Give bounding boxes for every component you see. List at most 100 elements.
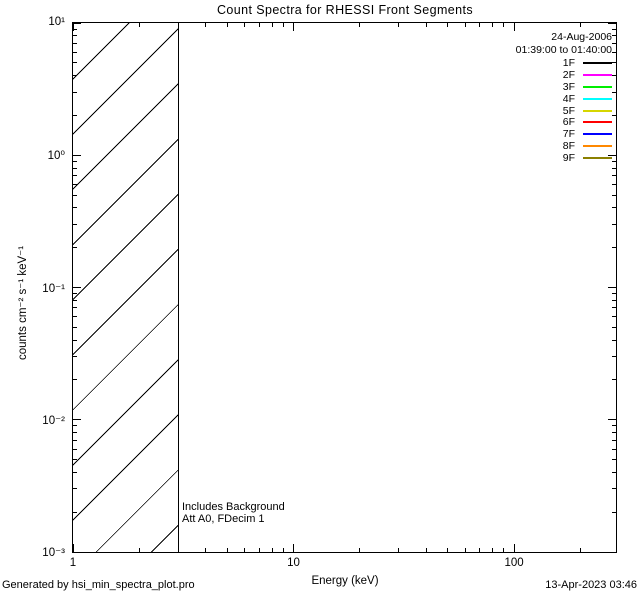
x-minor-tick [244, 23, 246, 27]
y-minor-tick [612, 339, 616, 341]
y-major-tick [608, 419, 616, 421]
y-tick-label: 10⁻¹ [42, 282, 65, 295]
y-minor-tick [73, 356, 77, 358]
y-tick-label: 10⁻² [42, 414, 65, 427]
x-minor-tick [138, 23, 140, 27]
y-minor-tick [612, 114, 616, 116]
y-major-tick [608, 22, 616, 24]
y-minor-tick [73, 167, 77, 169]
x-minor-tick [226, 23, 228, 27]
y-minor-tick [73, 194, 77, 196]
legend-row: 2F [516, 69, 612, 81]
x-minor-tick [503, 23, 505, 27]
y-minor-tick [73, 459, 77, 461]
hatched-low-energy-region [73, 23, 180, 552]
x-major-tick [293, 23, 295, 31]
y-minor-tick [73, 223, 77, 225]
legend-row: 8F [516, 140, 612, 152]
x-minor-tick [359, 23, 361, 27]
y-major-tick [73, 551, 81, 553]
y-minor-tick [612, 459, 616, 461]
y-minor-tick [73, 299, 77, 301]
y-minor-tick [73, 91, 77, 93]
legend-entry-label: 2F [562, 68, 575, 81]
legend-entry-swatch [583, 133, 612, 136]
legend-entry-label: 8F [562, 140, 575, 153]
plot-area: 24-Aug-2006 01:39:00 to 01:40:00 1F 2F 3F 4… [72, 22, 617, 553]
y-minor-tick [612, 207, 616, 209]
x-minor-tick [447, 23, 449, 27]
legend-row: 3F [516, 81, 612, 93]
legend-row: 1F [516, 57, 612, 69]
y-minor-tick [612, 51, 616, 53]
y-minor-tick [612, 326, 616, 328]
x-axis-label: Energy (keV) [311, 575, 379, 587]
y-minor-tick [73, 247, 77, 249]
legend-entry-label: 9F [562, 152, 575, 165]
x-minor-tick [138, 548, 140, 552]
y-minor-tick [612, 223, 616, 225]
x-minor-tick [244, 548, 246, 552]
y-minor-tick [73, 448, 77, 450]
legend-entry-label: 6F [562, 116, 575, 129]
legend-entries: 1F 2F 3F 4F 5F 6F 7F 8F 9F [516, 57, 612, 164]
x-minor-tick [492, 23, 494, 27]
y-axis-label: counts cm⁻² s⁻¹ keV⁻¹ [17, 245, 29, 360]
x-minor-tick [205, 548, 207, 552]
x-minor-tick [282, 23, 284, 27]
y-minor-tick [612, 448, 616, 450]
y-minor-tick [612, 167, 616, 169]
legend-row: 7F [516, 128, 612, 140]
y-major-tick [608, 287, 616, 288]
y-minor-tick [612, 439, 616, 441]
y-minor-tick [612, 488, 616, 490]
y-minor-tick [612, 299, 616, 301]
annotation-includes-background: Includes Background [182, 501, 285, 513]
y-minor-tick [612, 160, 616, 162]
x-tick-label: 100 [504, 557, 524, 569]
y-minor-tick [73, 439, 77, 441]
x-minor-tick [271, 548, 273, 552]
y-tick-label: 10⁰ [47, 150, 65, 163]
y-minor-tick [612, 184, 616, 186]
y-minor-tick [612, 62, 616, 64]
chart-title: Count Spectra for RHESSI Front Segments [217, 3, 473, 17]
legend-entry-swatch [583, 145, 612, 148]
y-minor-tick [612, 379, 616, 381]
y-minor-tick [73, 307, 77, 309]
y-minor-tick [612, 425, 616, 427]
y-minor-tick [73, 471, 77, 473]
x-minor-tick [177, 548, 179, 552]
x-major-tick [513, 544, 515, 552]
x-minor-tick [479, 548, 481, 552]
legend-entry-swatch [583, 97, 612, 100]
y-minor-tick [73, 488, 77, 490]
y-minor-tick [612, 471, 616, 473]
legend-entry-swatch [583, 73, 612, 76]
legend-time-range: 01:39:00 to 01:40:00 [515, 44, 612, 56]
legend-entry-label: 4F [562, 92, 575, 105]
y-minor-tick [73, 425, 77, 427]
y-minor-tick [73, 511, 77, 513]
y-major-tick [608, 551, 616, 553]
y-minor-tick [73, 42, 77, 44]
y-major-tick [73, 154, 81, 156]
y-minor-tick [612, 307, 616, 309]
legend-entry-swatch [583, 121, 612, 124]
x-minor-tick [579, 548, 581, 552]
legend-entry-label: 1F [562, 56, 575, 69]
legend-row: 4F [516, 93, 612, 105]
y-minor-tick [73, 432, 77, 434]
x-minor-tick [464, 548, 466, 552]
y-minor-tick [73, 339, 77, 341]
y-minor-tick [612, 293, 616, 295]
legend-row: 6F [516, 116, 612, 128]
x-minor-tick [479, 23, 481, 27]
y-minor-tick [73, 35, 77, 37]
y-minor-tick [612, 175, 616, 177]
x-minor-tick [271, 23, 273, 27]
footer-timestamp: 13-Apr-2023 03:46 [545, 579, 637, 591]
y-minor-tick [73, 207, 77, 209]
y-minor-tick [73, 326, 77, 328]
